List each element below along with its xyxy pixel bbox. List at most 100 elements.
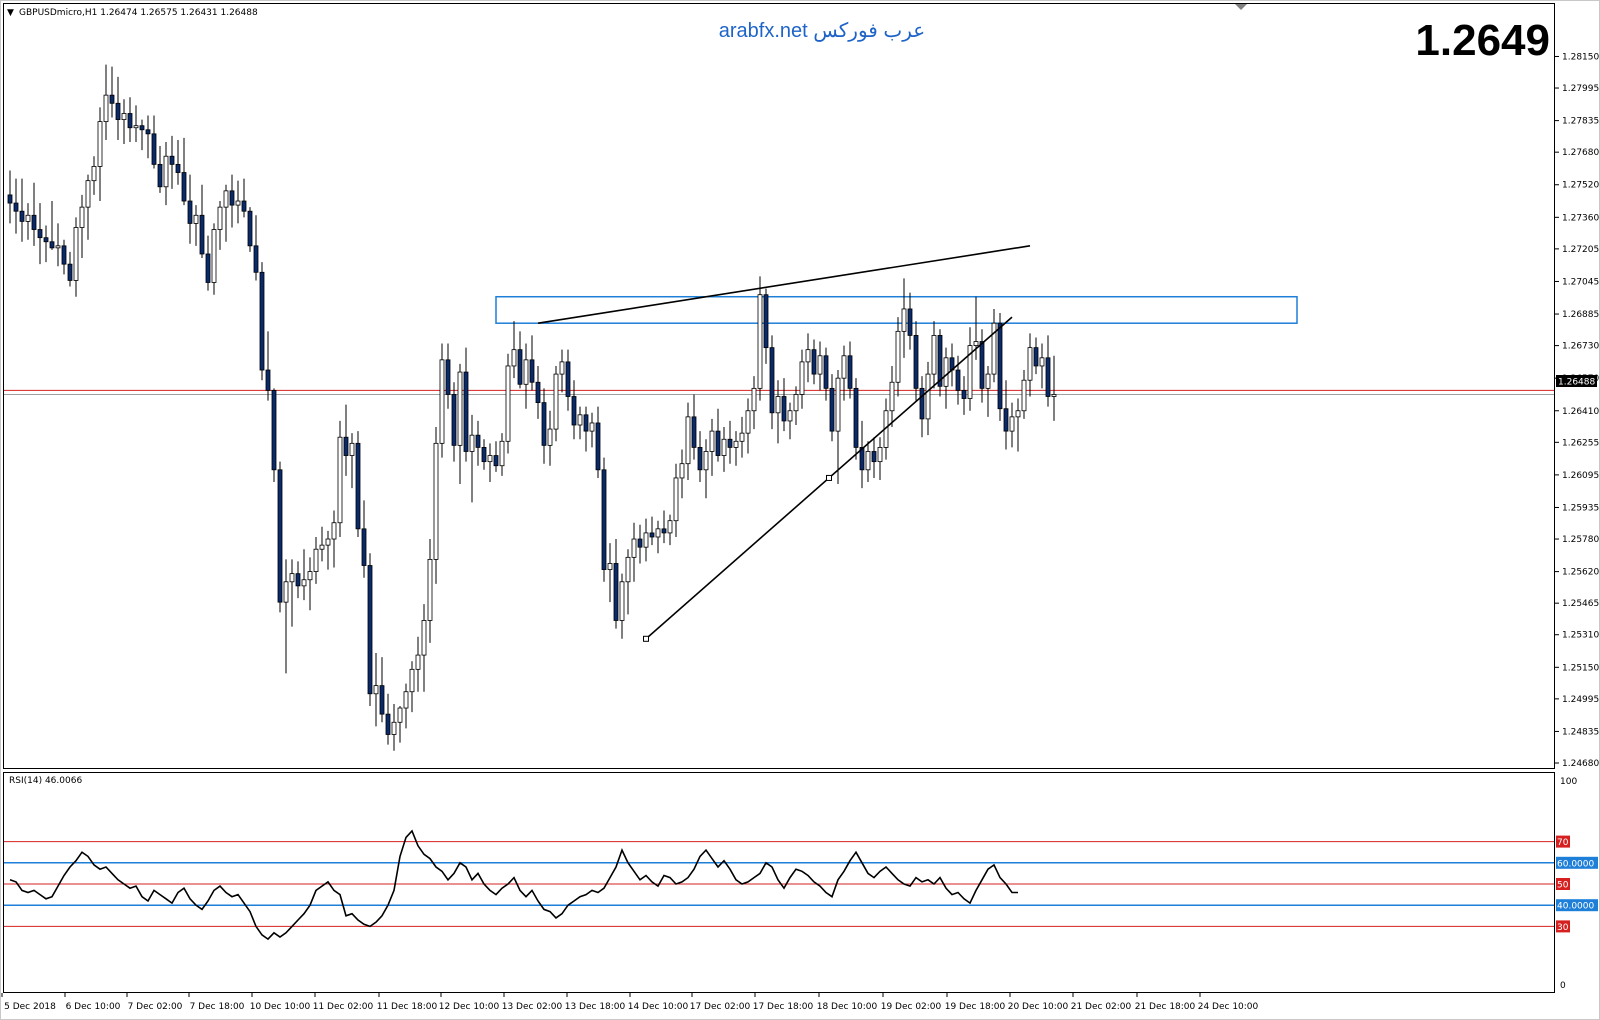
bear-candle [31,214,37,230]
bear-candle [997,322,1003,410]
bull-candle [895,330,901,383]
bull-candle [391,721,397,735]
bull-candle [301,579,307,587]
trendline-layer [537,245,1031,642]
bear-candle [871,451,877,463]
bear-candle [157,163,163,188]
price-tick-label: 1.28150 [1562,52,1599,62]
bear-candle [229,190,235,206]
big-price: 1.2649 [1415,16,1550,65]
bear-candle [271,389,277,471]
bull-candle [877,447,883,463]
bull-candle [703,451,709,471]
bull-candle [721,438,727,456]
current-price-tag-bg [1556,375,1597,387]
bull-candle [523,359,529,385]
bull-candle [409,668,415,693]
symbol-info: GBPUSDmicro,H1 1.26474 1.26575 1.26431 1… [19,8,258,18]
trendline-upper [537,245,1031,324]
bull-candle [319,544,325,550]
bear-candle [859,447,865,471]
rsi-level-label: 60.0000 [1557,859,1594,869]
bear-candle [115,102,121,120]
bull-candle [559,361,565,375]
time-tick-label: 7 Dec 02:00 [128,1002,183,1012]
bull-candle [745,410,751,434]
price-tick-label: 1.24680 [1562,759,1599,769]
bear-candle [583,414,589,432]
bull-candle [91,166,97,182]
bull-candle [55,245,61,249]
rsi-level-label: 40.0000 [1557,902,1594,912]
bull-candle [685,416,691,465]
bull-candle [655,528,661,538]
bull-candle [973,341,979,346]
site-banner: arabfx.net عرب فوركس [719,20,925,42]
bull-candle [619,581,625,621]
bull-candle [1039,357,1045,367]
bull-candle [799,361,805,395]
bear-candle [463,371,469,452]
bear-candle [829,387,835,432]
bull-candle [469,434,475,452]
bull-candle [1027,347,1033,381]
bull-candle [865,451,871,471]
rsi-level-tag [1556,878,1570,890]
rsi-levels-layer: 100 70 60.0000 50 40.0000 30 0 [4,777,1598,991]
rsi-level-label: 0 [1560,981,1566,991]
bull-candle [403,691,409,709]
bear-candle [979,341,985,389]
price-tick-label: 1.25465 [1562,599,1599,609]
bull-candle [757,294,763,389]
bull-candle [943,357,949,387]
bear-candle [13,202,19,212]
bull-candle [667,520,673,534]
time-tick-label: 10 Dec 10:00 [250,1002,311,1012]
bear-candle [139,125,145,131]
bull-candle [793,394,799,412]
rsi-line [9,829,1018,941]
bull-candle [589,422,595,432]
bear-candle [823,355,829,389]
bear-candle [445,359,451,395]
bear-candle [145,129,151,135]
bear-candle [565,361,571,397]
bull-candle [925,373,931,420]
time-tick-label: 24 Dec 10:00 [1198,1002,1259,1012]
bear-candle [601,469,607,570]
bear-candle [697,447,703,471]
pane-shift-marker[interactable] [1235,4,1247,10]
bull-candle [625,556,631,583]
bear-candle [919,387,925,420]
bull-candle [211,229,217,283]
bear-candle [481,447,487,463]
bull-candle [349,442,355,456]
bear-candle [649,532,655,538]
time-tick-label: 21 Dec 02:00 [1071,1002,1132,1012]
time-tick-label: 20 Dec 10:00 [1008,1002,1069,1012]
bull-candle [835,377,841,432]
bull-candle [307,571,313,581]
price-tick-label: 1.27045 [1562,277,1599,287]
time-tick-label: 18 Dec 10:00 [817,1002,878,1012]
current-price-tag: 1.26488 [1558,378,1595,388]
bear-candle [781,396,787,422]
bull-candle [991,322,997,375]
bull-candle [415,654,421,670]
bull-candle [373,685,379,695]
rsi-level-label: 70 [1557,838,1569,848]
bull-candle [439,359,445,444]
bull-candle [673,477,679,522]
bear-candle [181,172,187,202]
bear-candle [637,538,643,548]
bear-candle [187,200,193,224]
rsi-level-tag [1556,920,1570,933]
bear-candle [661,528,667,534]
bear-candle [613,563,619,621]
bear-candle [169,155,175,165]
bull-candle [775,396,781,414]
time-tick-label: 14 Dec 10:00 [628,1002,689,1012]
bear-candle [199,214,205,255]
bear-candle [1033,347,1039,367]
